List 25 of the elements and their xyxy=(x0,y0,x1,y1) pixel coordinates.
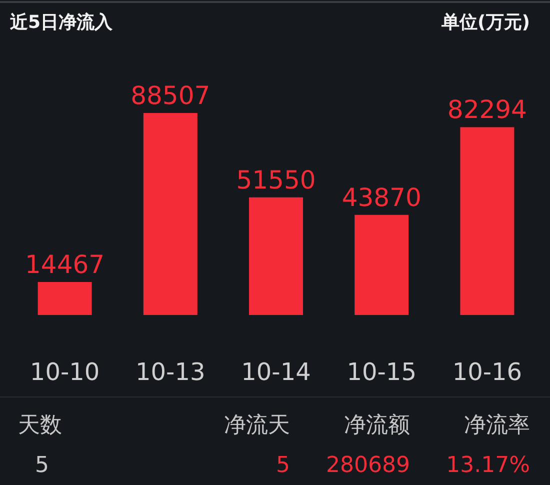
bar xyxy=(460,127,514,315)
text: 净流天 xyxy=(224,413,290,438)
text: 净流额 xyxy=(344,413,410,438)
data-label: 51550 xyxy=(236,165,316,194)
x-tick-label: 10-10 xyxy=(30,358,100,386)
bar xyxy=(249,197,303,315)
chart-subtitle: 单位(万元) xyxy=(440,12,530,33)
data-label: 88507 xyxy=(130,81,210,110)
bar xyxy=(38,282,92,315)
x-tick-label: 10-14 xyxy=(241,358,311,386)
chart-title: 近5日净流入 xyxy=(9,12,114,33)
x-tick-label: 10-13 xyxy=(136,358,206,386)
x-tick-label: 10-15 xyxy=(346,358,416,386)
bar xyxy=(354,214,409,315)
text: 5 xyxy=(35,453,49,478)
text: 5 xyxy=(276,453,290,478)
data-label: 82294 xyxy=(447,95,527,124)
text: 13.17% xyxy=(446,453,530,478)
text: 280689 xyxy=(326,453,410,478)
text: 净流率 xyxy=(464,413,530,438)
data-label: 14467 xyxy=(25,250,105,279)
x-tick-label: 10-16 xyxy=(452,358,522,386)
text: 天数 xyxy=(18,413,62,438)
bar xyxy=(143,113,198,315)
data-label: 43870 xyxy=(342,182,422,212)
